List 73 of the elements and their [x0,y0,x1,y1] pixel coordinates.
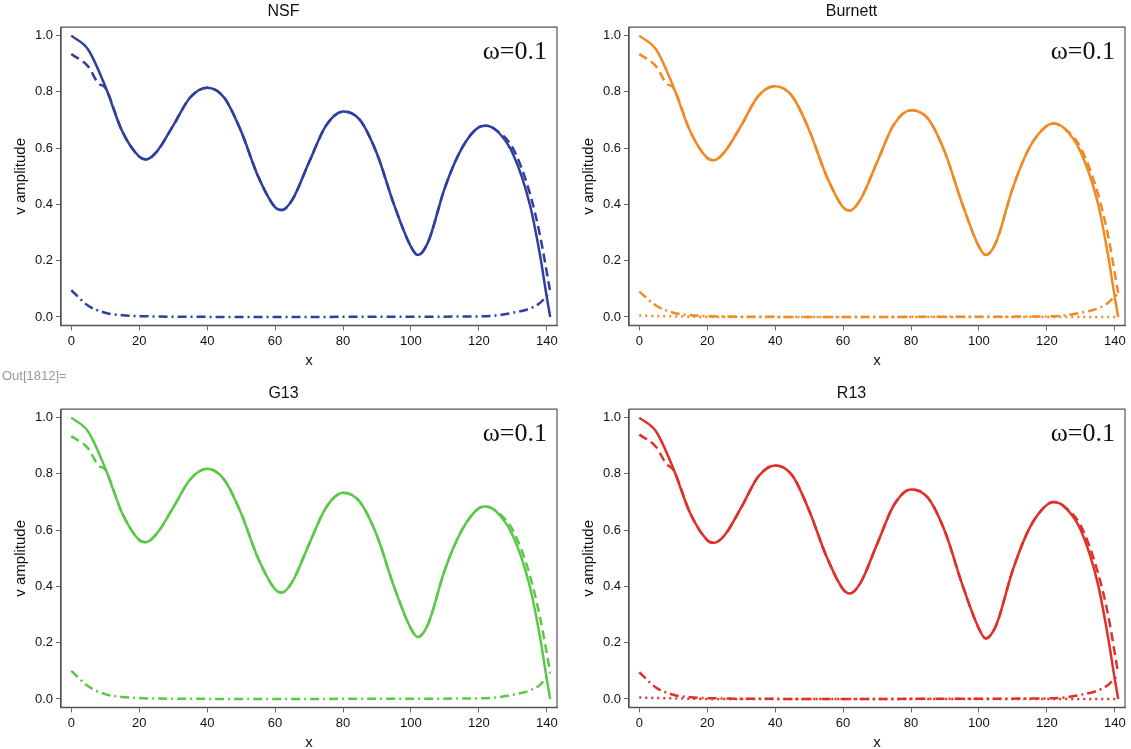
x-tick-label: 120 [1036,714,1058,730]
x-tick-label: 20 [131,332,147,348]
x-axis-title: x [873,351,882,369]
x-tick-label: 20 [131,714,147,730]
x-tick-label: 140 [1103,332,1126,348]
y-tick-label: 0.4 [34,196,54,212]
x-tick-label: 0 [67,714,75,730]
x-axis-title: x [873,733,882,749]
x-tick-label: 140 [535,332,558,348]
x-tick-label: 60 [267,714,283,730]
x-tick-label: 20 [699,332,715,348]
y-tick-label: 0.2 [602,634,622,650]
y-tick-label: 0.6 [34,521,54,537]
chart-title: NSF [267,2,300,20]
annotation: ω=0.1 [482,36,547,66]
x-tick-label: 100 [968,714,990,730]
x-axis-title: x [305,733,314,749]
x-tick-label: 140 [1103,714,1126,730]
y-tick-label: 0.8 [602,83,622,99]
y-tick-label: 0.6 [602,521,622,537]
y-tick-label: 1.0 [34,409,54,425]
x-tick-label: 40 [767,332,783,348]
y-tick-label: 0.8 [34,83,54,99]
x-tick-label: 40 [199,714,215,730]
y-tick-label: 0.0 [34,308,54,324]
x-tick-label: 100 [400,714,422,730]
y-tick-label: 0.4 [602,196,622,212]
y-tick-label: 0.2 [34,252,54,268]
x-tick-label: 60 [267,332,283,348]
x-tick-label: 80 [903,714,919,730]
x-tick-label: 80 [335,332,351,348]
y-tick-label: 1.0 [34,27,54,43]
x-tick-label: 0 [635,714,643,730]
x-tick-label: 60 [835,332,851,348]
y-tick-label: 0.6 [34,139,54,155]
chart-title: R13 [836,384,867,402]
y-axis-title: v amplitude [579,519,597,597]
y-tick-label: 1.0 [602,409,622,425]
y-tick-label: 0.8 [602,465,622,481]
x-axis-title: x [305,351,314,369]
x-tick-label: 60 [835,714,851,730]
chart-title: G13 [268,384,299,402]
y-tick-label: 0.0 [602,308,622,324]
x-tick-label: 40 [199,332,215,348]
x-tick-label: 0 [67,332,75,348]
y-tick-label: 0.0 [602,690,622,706]
y-axis-title: v amplitude [11,519,29,597]
y-tick-label: 0.8 [34,465,54,481]
x-tick-label: 80 [335,714,351,730]
x-tick-label: 120 [468,714,490,730]
y-tick-label: 0.4 [34,578,54,594]
x-tick-label: 120 [1036,332,1058,348]
x-tick-label: 100 [400,332,422,348]
y-tick-label: 0.4 [602,578,622,594]
x-tick-label: 80 [903,332,919,348]
text: Out[1812]= [2,368,67,383]
annotation: ω=0.1 [1050,36,1115,66]
x-tick-label: 140 [535,714,558,730]
x-tick-label: 120 [468,332,490,348]
annotation: ω=0.1 [1050,418,1115,448]
y-axis-title: v amplitude [11,137,29,215]
y-tick-label: 0.2 [602,252,622,268]
y-tick-label: 0.6 [602,139,622,155]
y-tick-label: 0.0 [34,690,54,706]
y-tick-label: 0.2 [34,634,54,650]
x-tick-label: 40 [767,714,783,730]
y-tick-label: 1.0 [602,27,622,43]
annotation: ω=0.1 [482,418,547,448]
x-tick-label: 20 [699,714,715,730]
y-axis-title: v amplitude [579,137,597,215]
x-tick-label: 0 [635,332,643,348]
chart-title: Burnett [825,2,878,20]
x-tick-label: 100 [968,332,990,348]
